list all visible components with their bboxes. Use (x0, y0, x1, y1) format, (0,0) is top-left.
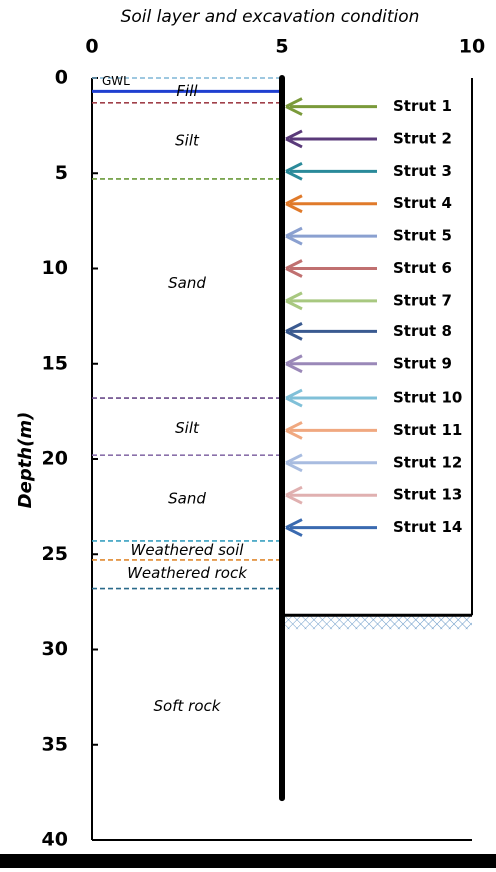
strut-label: Strut 5 (393, 227, 452, 245)
strut-label: Strut 7 (393, 291, 452, 309)
strut-label: Strut 3 (393, 162, 452, 180)
strut-head (285, 453, 303, 473)
y-tick-label: 35 (42, 733, 68, 755)
strut-head (285, 518, 303, 537)
y-tick-label: 40 (42, 829, 68, 851)
layer-label: Soft rock (154, 697, 222, 715)
x-tick-label: 5 (275, 36, 288, 58)
strut-head (285, 226, 303, 246)
strut-label: Strut 14 (393, 518, 462, 536)
layer-label: Weathered soil (131, 541, 245, 559)
strut-label: Strut 11 (393, 421, 462, 439)
strut-label: Strut 1 (393, 97, 452, 115)
x-tick-label: 0 (85, 36, 98, 58)
chart-title: Soil layer and excavation condition (121, 7, 420, 27)
strut-head (285, 421, 303, 440)
strut-label: Strut 2 (393, 129, 452, 147)
x-tick-label: 10 (459, 36, 485, 58)
strut-head (285, 259, 303, 278)
strut-label: Strut 6 (393, 259, 452, 277)
gwl-label: GWL (102, 74, 130, 88)
strut-head (285, 388, 303, 408)
strut-head (285, 97, 303, 116)
bottom-bar (0, 854, 496, 868)
strut-head (285, 194, 303, 214)
strut-head (285, 354, 303, 374)
y-tick-label: 5 (55, 162, 68, 184)
y-tick-label: 0 (55, 67, 68, 89)
strut-head (285, 291, 303, 311)
y-axis-label: Depth(m) (15, 412, 36, 509)
strut-head (285, 322, 303, 341)
y-tick-label: 15 (42, 352, 68, 374)
y-tick-label: 20 (42, 448, 68, 470)
y-tick-label: 25 (42, 543, 68, 565)
strut-label: Strut 13 (393, 486, 462, 504)
layer-label: Sand (168, 274, 206, 292)
strut-head (285, 129, 303, 149)
y-tick-label: 30 (42, 638, 68, 660)
strut-head (285, 162, 303, 181)
layer-label: Sand (168, 490, 206, 508)
layer-label: Silt (175, 419, 200, 437)
layer-label: Weathered rock (127, 564, 248, 582)
layer-label: Fill (176, 82, 198, 100)
layer-label: Silt (175, 131, 200, 149)
strut-head (285, 485, 303, 505)
strut-label: Strut 9 (393, 354, 452, 372)
strut-label: Strut 12 (393, 453, 462, 471)
strut-label: Strut 8 (393, 322, 452, 340)
strut-label: Strut 10 (393, 389, 462, 407)
strut-label: Strut 4 (393, 194, 452, 212)
y-tick-label: 10 (42, 257, 68, 279)
excavation-hatch (282, 615, 472, 630)
